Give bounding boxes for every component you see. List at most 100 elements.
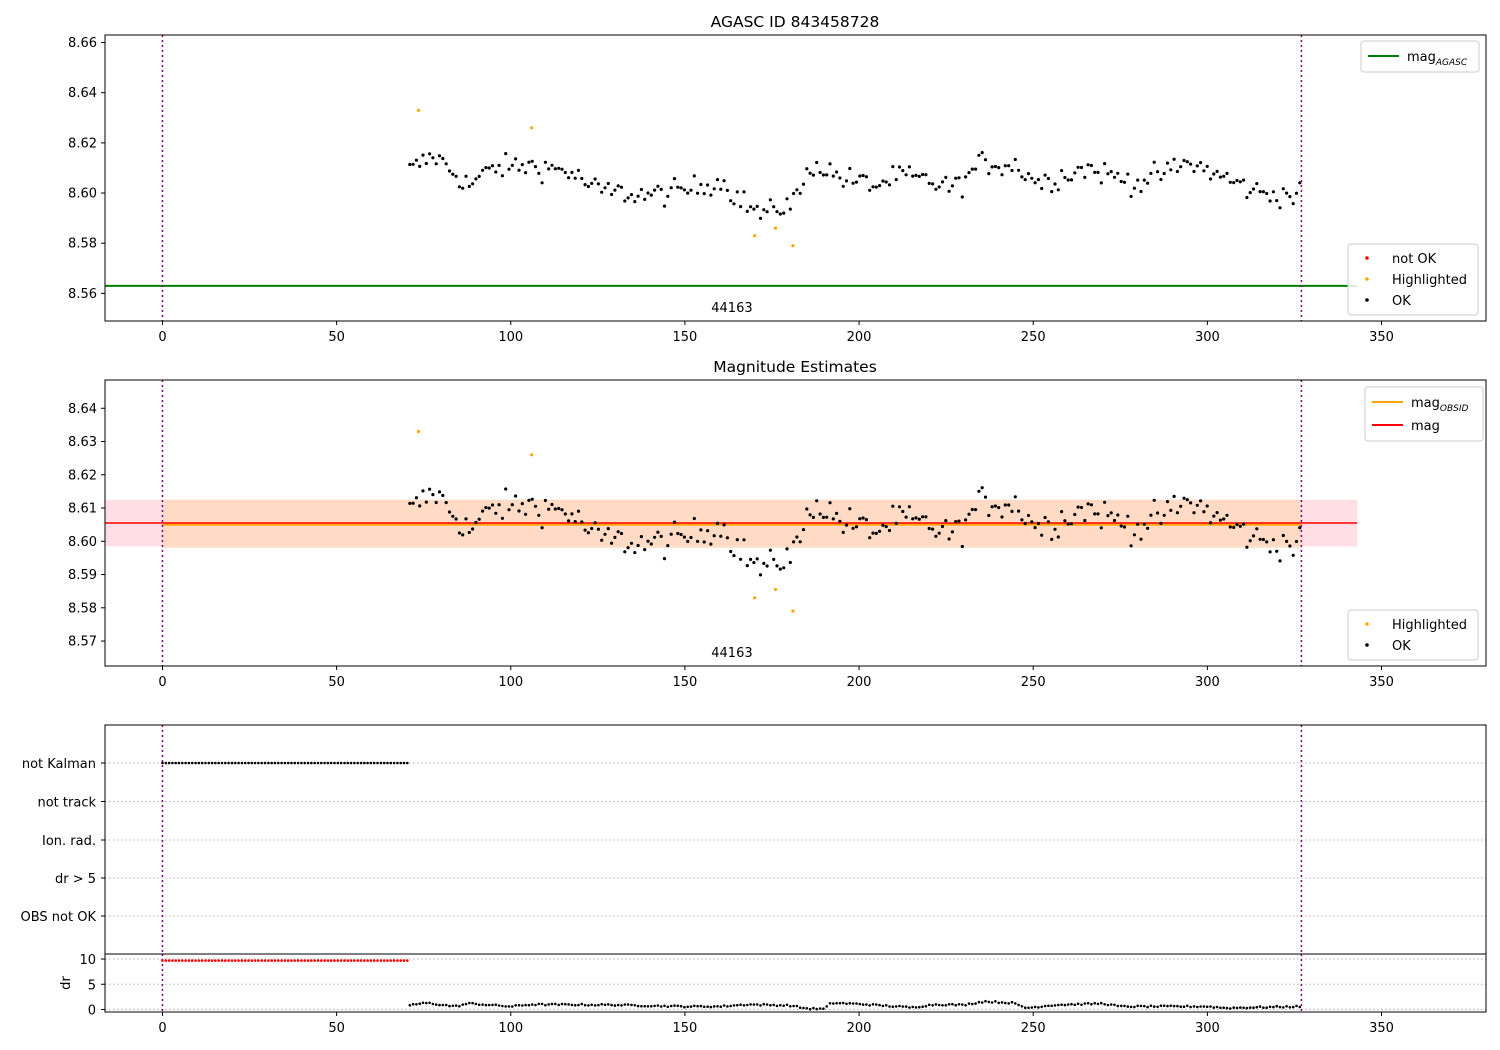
y-tick-label: 8.59	[68, 568, 97, 583]
dr-point	[1242, 1006, 1245, 1010]
legend-label: mag	[1411, 419, 1440, 434]
ok-point	[1076, 505, 1080, 509]
ok-point	[590, 181, 594, 185]
ok-point	[805, 167, 809, 171]
ok-point	[533, 504, 538, 508]
ok-point	[656, 184, 660, 188]
ok-point	[649, 193, 653, 197]
dr-point	[1123, 1004, 1126, 1008]
dr-point	[742, 1004, 746, 1007]
ok-point	[570, 512, 574, 516]
ok-point	[1232, 181, 1236, 185]
dr-tick-label: 10	[79, 953, 96, 968]
legend-frame	[1347, 609, 1479, 661]
ok-point	[490, 503, 495, 507]
legend-frame	[1364, 386, 1484, 442]
ok-point	[1010, 168, 1014, 173]
ok-point	[788, 207, 792, 211]
ok-point	[1248, 191, 1252, 195]
dr-point	[746, 1003, 749, 1007]
dr-point	[1080, 1003, 1083, 1007]
ok-point	[431, 156, 435, 160]
ok-point	[828, 162, 832, 166]
dr-point	[1291, 1005, 1295, 1009]
ok-point	[765, 564, 769, 568]
dr-not-ok-point	[283, 959, 287, 962]
ok-point	[1046, 520, 1050, 524]
dr-not-ok-point	[406, 959, 409, 962]
ok-point	[871, 531, 875, 535]
ok-point	[1149, 513, 1153, 517]
ok-point	[629, 541, 634, 545]
ok-point	[616, 530, 620, 534]
ok-point	[1000, 515, 1004, 519]
ok-point	[1271, 190, 1275, 194]
y-tick-label: 8.62	[68, 136, 97, 151]
ok-point	[878, 184, 882, 188]
flag-point	[187, 761, 191, 765]
ok-point	[679, 532, 683, 537]
ok-point	[540, 526, 544, 530]
flag-label: not Kalman	[22, 757, 96, 772]
dr-not-ok-point	[280, 959, 283, 962]
dr-point	[825, 1005, 828, 1008]
ok-point	[1142, 178, 1146, 182]
ok-point	[921, 515, 925, 519]
ok-point	[1086, 163, 1090, 167]
ok-point	[1017, 509, 1021, 513]
ok-point	[927, 181, 931, 185]
flag-point	[247, 761, 250, 765]
ok-point	[550, 163, 554, 167]
ok-point	[1013, 157, 1017, 162]
dr-point	[686, 1005, 689, 1009]
dr-point	[415, 1003, 418, 1006]
ok-point	[636, 543, 640, 548]
ok-point	[828, 501, 832, 505]
dr-not-ok-point	[363, 959, 366, 962]
ok-point	[530, 497, 534, 501]
dr-point	[1096, 1002, 1100, 1006]
highlighted-point	[773, 587, 778, 592]
ok-point	[583, 528, 587, 532]
dr-point	[570, 1003, 574, 1007]
dr-axis-label: dr	[59, 976, 74, 990]
ok-point	[944, 519, 948, 523]
dr-point	[501, 1004, 504, 1008]
legend-marker	[1365, 622, 1369, 626]
ok-point	[418, 504, 422, 508]
ok-point	[1291, 202, 1295, 206]
dr-point	[1143, 1004, 1146, 1008]
flag-point	[363, 761, 366, 765]
ok-point	[1069, 522, 1074, 526]
ok-point	[643, 197, 647, 201]
ok-point	[795, 188, 799, 192]
dr-point	[1232, 1006, 1235, 1009]
legend-points: not OK Highlighted OK	[1347, 243, 1479, 316]
dr-point	[832, 1002, 835, 1005]
ok-point	[1132, 186, 1136, 190]
dr-point	[1209, 1005, 1212, 1008]
ok-point	[1017, 168, 1021, 172]
x-tick-label: 50	[328, 1021, 345, 1036]
ok-point	[841, 530, 845, 535]
dr-point	[977, 1000, 981, 1004]
dr-point	[987, 1000, 991, 1004]
dr-point	[616, 1003, 620, 1007]
x-tick-label: 250	[1021, 330, 1046, 345]
ok-point	[686, 191, 690, 195]
dr-not-ok-point	[372, 959, 376, 962]
ok-point	[881, 179, 885, 183]
ok-point	[1099, 526, 1103, 530]
ok-point	[1093, 170, 1097, 174]
ok-point	[1199, 161, 1203, 165]
dr-point	[636, 1004, 640, 1008]
ok-point	[414, 496, 418, 500]
dr-point	[762, 1002, 766, 1006]
ok-point	[1281, 533, 1285, 538]
legend-label: not OK	[1392, 252, 1437, 267]
dr-tick-label: 5	[88, 978, 96, 993]
dr-point	[411, 1002, 415, 1006]
ok-point	[686, 539, 690, 544]
ok-point	[868, 536, 872, 540]
ok-point	[911, 517, 915, 521]
